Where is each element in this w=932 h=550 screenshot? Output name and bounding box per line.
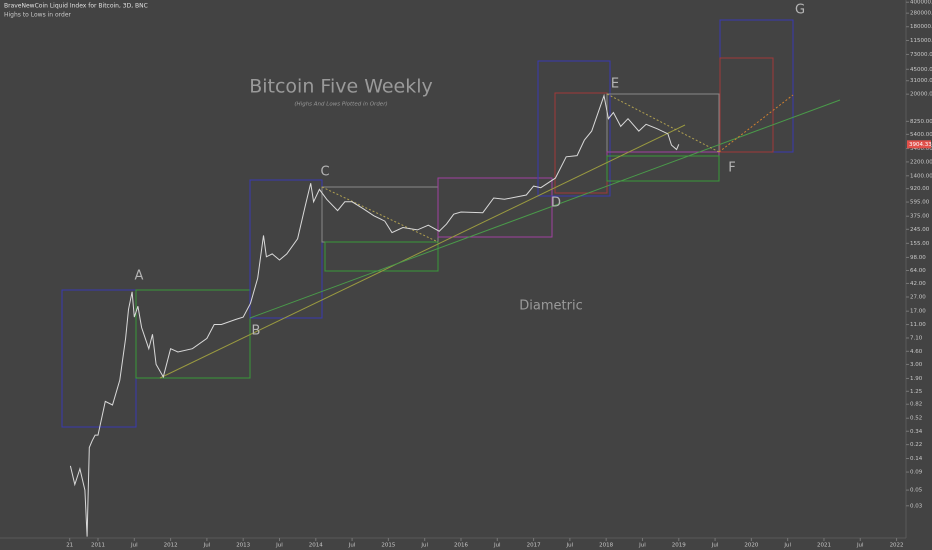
y-tick-label: 64.00 <box>910 268 926 274</box>
note: Diametric <box>519 299 582 314</box>
x-tick-label: 2015 <box>381 543 395 549</box>
box <box>719 57 774 153</box>
x-tick-label: Jul <box>275 543 283 549</box>
y-tick-label: 42.00 <box>910 281 926 287</box>
y-tick-label: 245.00 <box>910 227 930 233</box>
chart-subtitle: (Highs And Lows Plotted in Order) <box>294 102 387 108</box>
box <box>135 289 251 379</box>
chart-title: Bitcoin Five Weekly <box>249 76 433 98</box>
annotation: A <box>135 269 144 284</box>
y-tick-label: 280000.00 <box>910 11 932 17</box>
box <box>537 60 611 197</box>
drawings <box>61 19 841 428</box>
x-tick-label: Jul <box>420 543 428 549</box>
y-tick-label: 5400.00 <box>910 132 932 138</box>
dotted-line <box>718 94 794 153</box>
header: BraveNewCoin Liquid Index for Bitcoin, 3… <box>4 3 148 10</box>
last-value-label: 3904.33 <box>909 142 932 148</box>
y-tick-label: 155.00 <box>910 241 930 247</box>
x-tick-label: Jul <box>566 543 574 549</box>
box <box>606 155 720 182</box>
y-tick-label: 73000.00 <box>910 52 932 58</box>
x-tick-label: 2013 <box>236 543 250 549</box>
y-tick-label: 11.00 <box>910 322 926 328</box>
y-tick-label: 1.90 <box>910 376 923 382</box>
x-tick-label: Jul <box>493 543 501 549</box>
x-tick-label: Jul <box>711 543 719 549</box>
y-tick-label: 1.25 <box>910 389 923 395</box>
x-tick-label: 2012 <box>164 543 178 549</box>
dotted-line <box>321 186 439 243</box>
y-tick-label: 1400.00 <box>910 173 932 179</box>
x-tick-label: Jul <box>130 543 138 549</box>
trend-line <box>159 124 686 379</box>
y-tick-label: 0.05 <box>910 488 923 494</box>
y-tick-label: 0.22 <box>910 442 922 448</box>
x-tick-label: Jul <box>783 543 791 549</box>
y-tick-label: 0.52 <box>910 416 922 422</box>
y-tick-label: 920.00 <box>910 186 930 192</box>
x-tick-label: 2021 <box>817 543 831 549</box>
annotation: E <box>611 77 619 92</box>
y-tick-label: 0.09 <box>910 470 923 476</box>
header-note: Highs to Lows in order <box>4 12 72 19</box>
y-tick-label: 17.00 <box>910 309 926 315</box>
box <box>437 177 553 238</box>
x-tick-label: 2011 <box>91 543 105 549</box>
y-tick-label: 0.14 <box>910 456 923 462</box>
x-tick-label: 2018 <box>599 543 613 549</box>
trend-line <box>249 99 841 319</box>
y-tick-label: 375.00 <box>910 214 930 220</box>
y-tick-label: 31000.00 <box>910 78 932 84</box>
last-value-box <box>907 140 931 149</box>
y-tick-label: 180000.00 <box>910 24 932 30</box>
y-tick-label: 98.00 <box>910 255 926 261</box>
x-tick-label: 2014 <box>309 543 323 549</box>
x-tick-label: 2017 <box>527 543 541 549</box>
price-line <box>69 93 680 537</box>
x-tick-label: Jul <box>638 543 646 549</box>
y-tick-label: 8250.00 <box>910 119 932 125</box>
annotation: D <box>551 196 561 211</box>
x-tick-label: 2020 <box>744 543 758 549</box>
y-tick-label: 7.10 <box>910 335 923 341</box>
y-tick-label: 3400.00 <box>910 146 932 152</box>
y-tick-label: 400000.00 <box>910 0 932 6</box>
y-tick-label: 595.00 <box>910 200 930 206</box>
y-tick-label: 0.34 <box>910 429 923 435</box>
y-tick-label: 0.03 <box>910 503 923 509</box>
dotted-line <box>606 93 720 153</box>
y-tick-label: 3.00 <box>910 362 923 368</box>
y-tick-label: 45000.00 <box>910 67 932 73</box>
annotation: C <box>320 165 329 180</box>
y-tick-label: 20000.00 <box>910 92 932 98</box>
x-tick-label: 2019 <box>672 543 686 549</box>
annotation: F <box>728 161 735 176</box>
y-tick-label: 115000.00 <box>910 38 932 44</box>
y-tick-label: 2200.00 <box>910 159 932 165</box>
y-tick-label: 0.82 <box>910 402 922 408</box>
x-tick-label: 2022 <box>890 543 904 549</box>
x-tick-label: Jul <box>348 543 356 549</box>
x-tick-label: 21 <box>66 543 73 549</box>
y-tick-label: 4.60 <box>910 349 923 355</box>
y-tick-label: 27.00 <box>910 294 926 300</box>
x-tick-label: 2016 <box>454 543 468 549</box>
x-tick-label: Jul <box>203 543 211 549</box>
annotation: G <box>795 3 805 18</box>
annotation: B <box>252 324 261 339</box>
box <box>249 179 323 319</box>
x-tick-label: Jul <box>856 543 864 549</box>
